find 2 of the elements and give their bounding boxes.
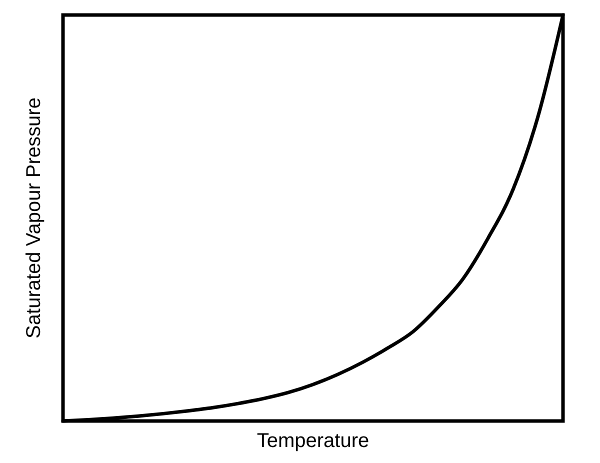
y-axis-title: Saturated Vapour Pressure xyxy=(23,98,45,338)
x-axis-title: Temperature xyxy=(256,430,370,452)
